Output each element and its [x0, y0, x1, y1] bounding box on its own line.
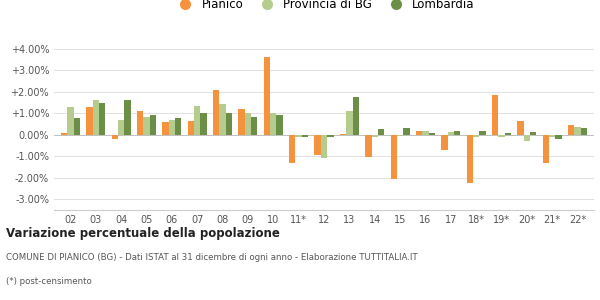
Bar [479, 130, 485, 135]
Bar [86, 107, 92, 135]
Bar [61, 133, 67, 135]
Bar [92, 100, 99, 135]
Bar [454, 130, 460, 135]
Bar [118, 120, 124, 135]
Bar [498, 135, 505, 137]
Bar [112, 135, 118, 139]
Bar [163, 122, 169, 135]
Bar [473, 135, 479, 137]
Bar [581, 128, 587, 135]
Bar [99, 103, 106, 135]
Bar [340, 134, 346, 135]
Bar [314, 135, 321, 155]
Bar [378, 129, 384, 135]
Bar [124, 100, 131, 135]
Text: Variazione percentuale della popolazione: Variazione percentuale della popolazione [6, 226, 280, 239]
Bar [245, 113, 251, 135]
Bar [150, 116, 156, 135]
Bar [441, 135, 448, 150]
Bar [194, 106, 200, 135]
Bar [327, 135, 334, 137]
Bar [371, 135, 378, 137]
Bar [226, 113, 232, 135]
Bar [270, 113, 277, 135]
Bar [200, 113, 207, 135]
Bar [213, 90, 220, 135]
Legend: Pianico, Provincia di BG, Lombardia: Pianico, Provincia di BG, Lombardia [169, 0, 479, 16]
Bar [321, 135, 327, 158]
Bar [264, 58, 270, 135]
Bar [169, 120, 175, 135]
Bar [403, 128, 410, 135]
Bar [346, 111, 353, 135]
Bar [530, 132, 536, 135]
Bar [448, 132, 454, 135]
Bar [467, 135, 473, 183]
Bar [67, 107, 74, 135]
Bar [188, 121, 194, 135]
Text: COMUNE DI PIANICO (BG) - Dati ISTAT al 31 dicembre di ogni anno - Elaborazione T: COMUNE DI PIANICO (BG) - Dati ISTAT al 3… [6, 254, 418, 262]
Bar [492, 95, 498, 135]
Bar [505, 133, 511, 135]
Bar [568, 125, 574, 135]
Bar [220, 104, 226, 135]
Bar [143, 117, 150, 135]
Bar [137, 111, 143, 135]
Bar [289, 135, 295, 163]
Bar [422, 130, 428, 135]
Bar [517, 121, 524, 135]
Bar [574, 127, 581, 135]
Bar [295, 135, 302, 137]
Text: (*) post-censimento: (*) post-censimento [6, 278, 92, 286]
Bar [175, 118, 181, 135]
Bar [302, 135, 308, 137]
Bar [238, 109, 245, 135]
Bar [397, 135, 403, 136]
Bar [556, 135, 562, 139]
Bar [428, 133, 435, 135]
Bar [74, 118, 80, 135]
Bar [365, 135, 371, 158]
Bar [391, 135, 397, 179]
Bar [251, 117, 257, 135]
Bar [542, 135, 549, 163]
Bar [353, 97, 359, 135]
Bar [277, 116, 283, 135]
Bar [416, 130, 422, 135]
Bar [524, 135, 530, 141]
Bar [549, 135, 556, 137]
